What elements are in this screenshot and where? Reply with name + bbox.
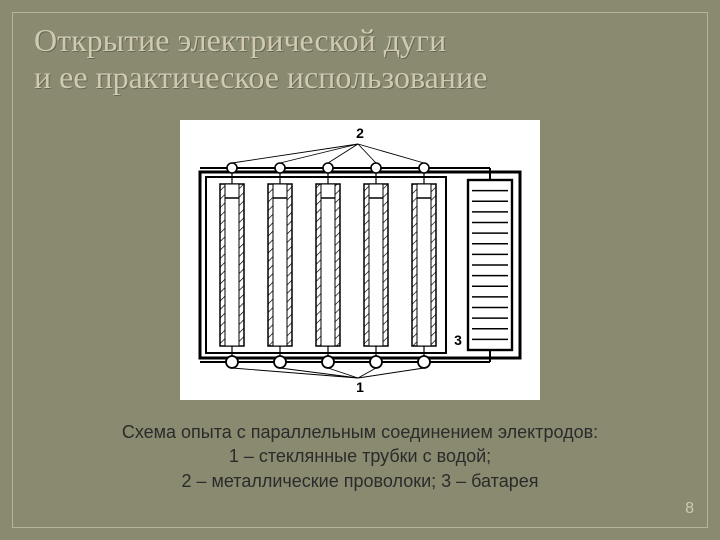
title-line-2: и ее практическое использование xyxy=(34,59,487,95)
caption-line-3: 2 – металлические проволоки; 3 – батарея xyxy=(181,471,538,491)
diagram-svg: 2 1 3 xyxy=(180,120,540,400)
caption-line-2: 1 – стеклянные трубки с водой; xyxy=(229,446,491,466)
page-number: 8 xyxy=(685,500,694,518)
svg-text:2: 2 xyxy=(356,125,364,141)
slide-title: Открытие электрической дуги и ее практич… xyxy=(34,22,686,96)
title-line-1: Открытие электрической дуги xyxy=(34,22,446,58)
figure-caption: Схема опыта с параллельным соединением э… xyxy=(0,420,720,493)
svg-text:3: 3 xyxy=(454,332,462,348)
diagram-figure: 2 1 3 xyxy=(180,120,540,400)
svg-text:1: 1 xyxy=(356,379,364,395)
caption-line-1: Схема опыта с параллельным соединением э… xyxy=(122,422,598,442)
